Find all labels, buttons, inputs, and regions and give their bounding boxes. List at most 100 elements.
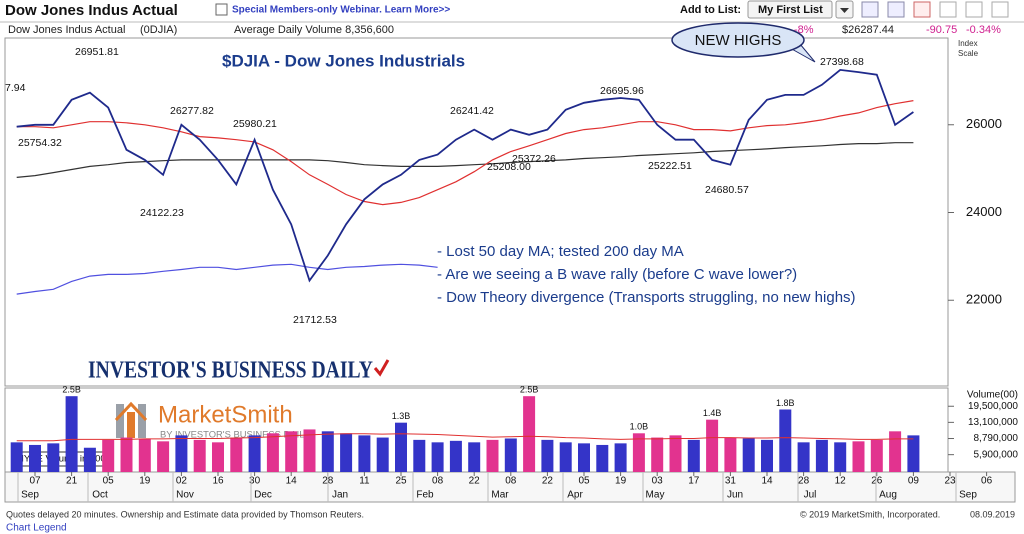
price-line — [16, 68, 914, 283]
ibd-check — [373, 359, 390, 377]
volume-bar — [889, 431, 902, 472]
volume-label: 2.5B — [520, 385, 539, 395]
icon[interactable] — [913, 1, 931, 18]
volume-bar — [468, 442, 481, 472]
list-dropdown[interactable] — [747, 0, 833, 19]
volume-bar — [212, 442, 224, 472]
volume-bar — [596, 444, 609, 472]
price-annotation: 25208.00 — [487, 161, 531, 173]
symbol: (0DJIA) — [140, 24, 177, 36]
x-tick-label: 12 — [835, 476, 847, 487]
copyright: © 2019 MarketSmith, Incorporated. — [800, 509, 940, 519]
volume-bar — [523, 396, 536, 472]
x-tick-label: 14 — [286, 476, 298, 487]
volume-bar — [29, 444, 41, 472]
disclaimer: Quotes delayed 20 minutes. Ownership and… — [6, 509, 364, 519]
callout-text: NEW HIGHS — [695, 32, 782, 49]
volume-bar — [266, 433, 279, 472]
x-tick-label: 03 — [652, 476, 664, 487]
x-tick-label: 02 — [176, 476, 188, 487]
icon[interactable] — [965, 1, 983, 18]
volume-bar — [852, 441, 865, 472]
icon[interactable] — [887, 1, 905, 18]
volume-bar — [413, 439, 426, 472]
promo-link[interactable]: Special Members-only Webinar. Learn More… — [232, 5, 450, 16]
average-line — [16, 263, 438, 295]
x-tick-label: 19 — [139, 476, 151, 487]
x-tick-label: 21 — [66, 476, 78, 487]
price-annotation: 25372.26 — [512, 153, 556, 165]
volume-bar — [541, 439, 554, 472]
checkbox[interactable] — [215, 3, 228, 16]
volume-bar — [632, 433, 645, 472]
volume-bar — [687, 439, 700, 472]
volume-bar — [724, 437, 737, 472]
month-label: Oct — [92, 490, 108, 501]
icon[interactable] — [861, 1, 879, 18]
y-tick-label: 5,900,000 — [974, 449, 1019, 460]
month-label: Aug — [879, 490, 897, 501]
volume-bar — [120, 437, 133, 472]
volume-bar — [706, 419, 719, 472]
volume-bar — [193, 439, 206, 472]
price-annotation: 27398.68 — [820, 56, 864, 68]
icon[interactable] — [991, 1, 1009, 18]
scale-label: Index — [958, 39, 978, 48]
volume-bar — [47, 443, 60, 472]
volume-label: 1.8B — [776, 398, 795, 408]
callout-bubble — [671, 22, 805, 58]
average-line — [16, 142, 914, 178]
note: - Are we seeing a B wave rally (before C… — [437, 266, 797, 283]
dropdown-arrow — [840, 8, 849, 13]
x-tick-label: 30 — [249, 476, 261, 487]
ibd-logo: INVESTOR'S BUSINESS DAILY — [88, 358, 373, 384]
chart-title: $DJIA - Dow Jones Industrials — [222, 51, 465, 70]
x-tick-label: 14 — [761, 476, 773, 487]
month-label: Nov — [176, 490, 194, 501]
volume-average-line — [16, 433, 914, 442]
volume-bar — [65, 396, 78, 472]
y-tick-label: 8,790,000 — [974, 433, 1019, 444]
month-label: Jan — [332, 490, 348, 501]
volume-bar — [358, 435, 371, 472]
add-to-list-label: Add to List: — [680, 4, 741, 16]
month-label: Apr — [567, 490, 583, 501]
y-tick-label: 24000 — [966, 204, 1002, 219]
volume-bar — [834, 442, 847, 472]
chart-legend-link[interactable]: Chart Legend — [6, 523, 67, 534]
volume-bar — [157, 441, 170, 472]
y-tick-label: 26000 — [966, 116, 1002, 131]
change-pct: -0.34% — [966, 24, 1001, 36]
y-tick-label: 19,500,000 — [968, 401, 1018, 412]
volume-bar — [449, 440, 462, 472]
month-label: Jun — [727, 490, 743, 501]
volume-bar — [248, 435, 261, 472]
y-tick-label: 13,100,000 — [968, 417, 1018, 428]
volume-bar — [431, 442, 444, 472]
month-label: Mar — [491, 490, 509, 501]
marketsmith-sub: BY INVESTOR'S BUSINESS DAILY — [160, 429, 310, 439]
volume-bar — [504, 438, 517, 472]
volume-label: 1.0B — [630, 422, 649, 432]
volume-bar — [83, 447, 96, 472]
month-label: Feb — [416, 490, 434, 501]
marketsmith-logo: MarketSmith — [158, 401, 293, 428]
volume-bar — [486, 439, 499, 472]
icon[interactable] — [939, 1, 957, 18]
volume-bar — [669, 435, 682, 472]
volume-bar — [614, 443, 627, 472]
x-tick-label: 17 — [688, 476, 700, 487]
month-label: May — [646, 490, 665, 501]
volume-bar — [321, 431, 334, 472]
symbol-name: Dow Jones Indus Actual — [8, 24, 125, 36]
price-annotation: 26241.42 — [450, 105, 494, 117]
volume-axis-label: Volume(00) — [967, 390, 1018, 401]
price-annotation: 25754.32 — [18, 137, 62, 149]
volume-bar — [395, 422, 407, 472]
change: -90.75 — [926, 24, 957, 36]
date: 08.09.2019 — [970, 509, 1015, 519]
volume-bar — [138, 438, 151, 472]
month-label: Jul — [804, 490, 817, 501]
price-annotation: 24680.57 — [705, 184, 749, 196]
